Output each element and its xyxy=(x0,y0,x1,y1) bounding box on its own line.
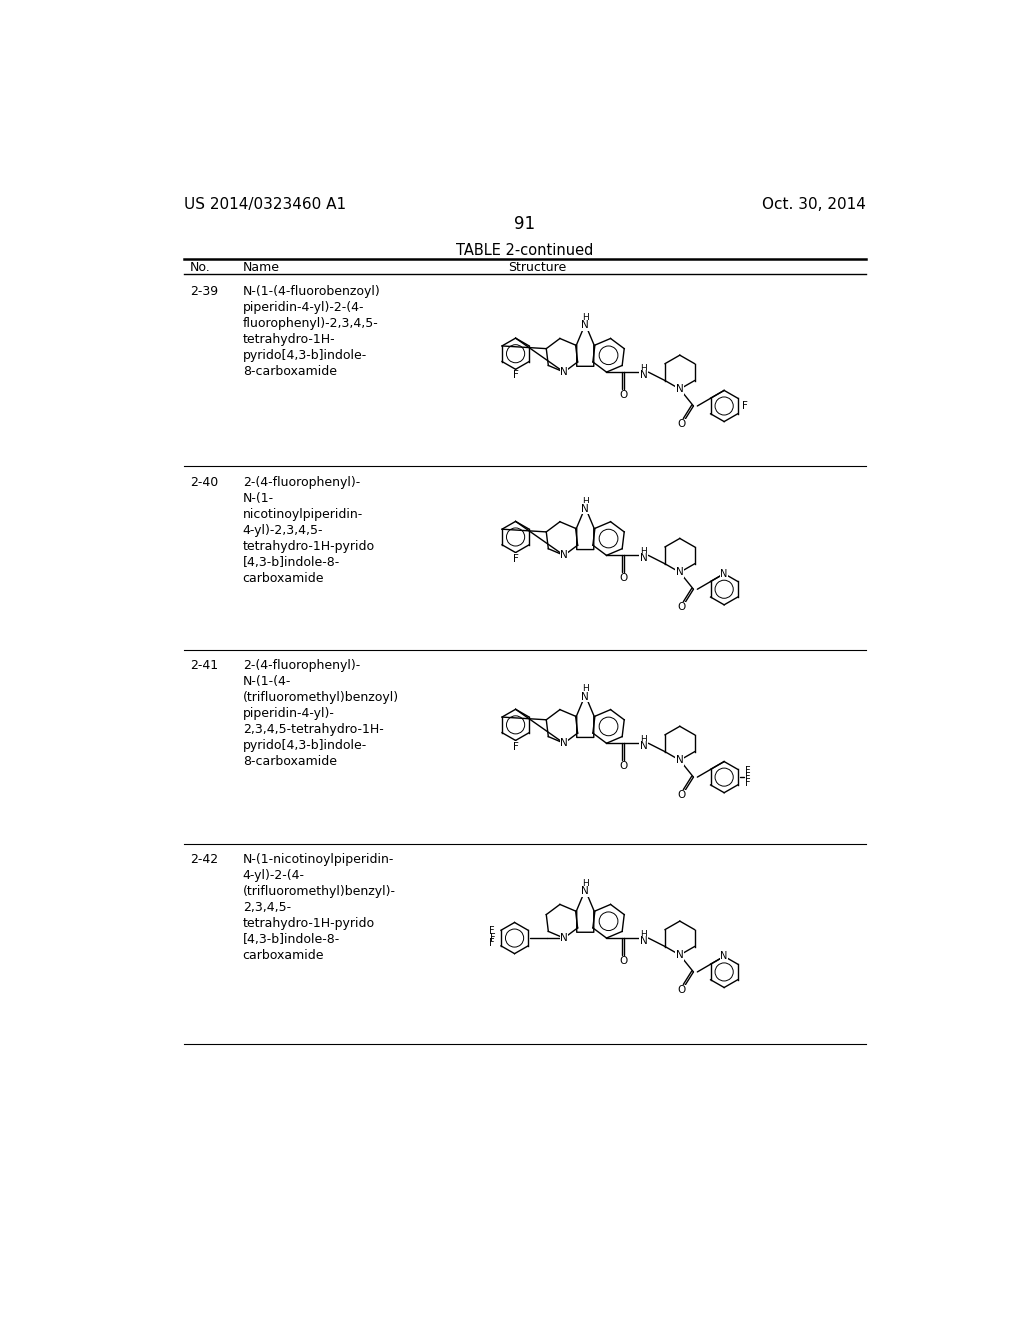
Text: O: O xyxy=(620,573,628,583)
Text: F: F xyxy=(489,939,495,949)
Text: 2-(4-fluorophenyl)-
N-(1-(4-
(trifluoromethyl)benzoyl)
piperidin-4-yl)-
2,3,4,5-: 2-(4-fluorophenyl)- N-(1-(4- (trifluorom… xyxy=(243,659,398,768)
Text: N: N xyxy=(560,550,568,561)
Text: N: N xyxy=(640,936,647,946)
Text: F: F xyxy=(745,766,751,776)
Text: N: N xyxy=(582,887,589,896)
Text: 2-41: 2-41 xyxy=(190,659,218,672)
Text: H: H xyxy=(640,364,647,372)
Text: H: H xyxy=(582,313,589,322)
Text: 2-42: 2-42 xyxy=(190,853,218,866)
Text: H: H xyxy=(640,546,647,556)
Text: O: O xyxy=(677,791,685,800)
Text: H: H xyxy=(640,929,647,939)
Text: N: N xyxy=(721,952,728,961)
Text: Structure: Structure xyxy=(508,261,566,273)
Text: 2-39: 2-39 xyxy=(190,285,218,298)
Text: F: F xyxy=(489,933,496,942)
Text: H: H xyxy=(582,685,589,693)
Text: N: N xyxy=(676,755,684,766)
Text: F: F xyxy=(513,371,518,380)
Text: N: N xyxy=(560,738,568,748)
Text: O: O xyxy=(677,602,685,612)
Text: N: N xyxy=(582,692,589,702)
Text: O: O xyxy=(677,985,685,995)
Text: 2-40: 2-40 xyxy=(190,475,218,488)
Text: N: N xyxy=(640,553,647,564)
Text: Oct. 30, 2014: Oct. 30, 2014 xyxy=(762,197,866,213)
Text: US 2014/0323460 A1: US 2014/0323460 A1 xyxy=(183,197,346,213)
Text: N: N xyxy=(640,742,647,751)
Text: H: H xyxy=(640,735,647,744)
Text: N: N xyxy=(560,933,568,942)
Text: N: N xyxy=(582,321,589,330)
Text: F: F xyxy=(489,927,495,936)
Text: N: N xyxy=(582,504,589,513)
Text: O: O xyxy=(620,391,628,400)
Text: N: N xyxy=(640,370,647,380)
Text: H: H xyxy=(582,496,589,506)
Text: O: O xyxy=(620,956,628,966)
Text: TABLE 2-continued: TABLE 2-continued xyxy=(456,243,594,259)
Text: 91: 91 xyxy=(514,215,536,234)
Text: O: O xyxy=(677,420,685,429)
Text: N: N xyxy=(560,367,568,378)
Text: 2-(4-fluorophenyl)-
N-(1-
nicotinoylpiperidin-
4-yl)-2,3,4,5-
tetrahydro-1H-pyri: 2-(4-fluorophenyl)- N-(1- nicotinoylpipe… xyxy=(243,475,375,585)
Text: N: N xyxy=(676,568,684,577)
Text: O: O xyxy=(620,762,628,771)
Text: F: F xyxy=(513,742,518,751)
Text: F: F xyxy=(742,401,749,411)
Text: N: N xyxy=(721,569,728,578)
Text: H: H xyxy=(582,879,589,888)
Text: F: F xyxy=(513,553,518,564)
Text: N: N xyxy=(676,384,684,395)
Text: F: F xyxy=(745,779,751,788)
Text: F: F xyxy=(745,772,751,783)
Text: No.: No. xyxy=(190,261,211,273)
Text: Name: Name xyxy=(243,261,280,273)
Text: N: N xyxy=(676,950,684,960)
Text: N-(1-(4-fluorobenzoyl)
piperidin-4-yl)-2-(4-
fluorophenyl)-2,3,4,5-
tetrahydro-1: N-(1-(4-fluorobenzoyl) piperidin-4-yl)-2… xyxy=(243,285,381,378)
Text: N-(1-nicotinoylpiperidin-
4-yl)-2-(4-
(trifluoromethyl)benzyl)-
2,3,4,5-
tetrahy: N-(1-nicotinoylpiperidin- 4-yl)-2-(4- (t… xyxy=(243,853,395,962)
